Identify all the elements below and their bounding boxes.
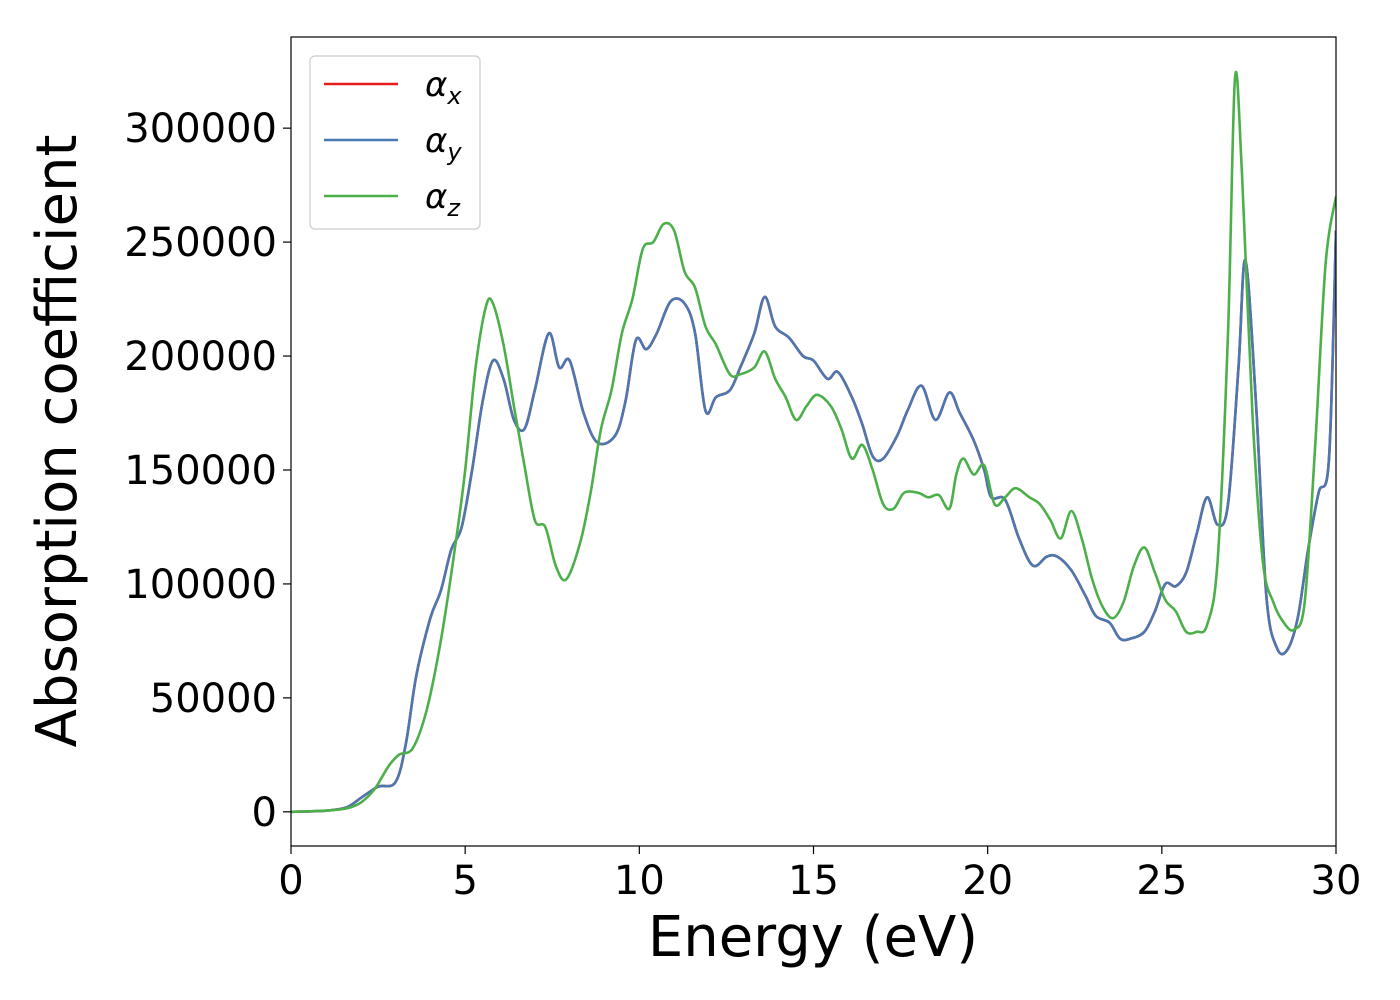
x-axis-title: Energy (eV) — [648, 905, 978, 970]
x-tick-label: 15 — [788, 858, 839, 904]
y-tick-label: 200000 — [124, 334, 277, 380]
x-tick-label: 20 — [962, 858, 1013, 904]
x-axis-ticks: 0 5 10 15 20 25 30 — [278, 846, 1361, 904]
y-tick-label: 150000 — [124, 448, 277, 494]
y-axis-ticks: 0 50000 100000 150000 200000 250000 300000 — [124, 106, 291, 836]
x-tick-label: 10 — [614, 858, 665, 904]
legend-box — [309, 55, 481, 230]
x-tick-label: 5 — [452, 858, 477, 904]
series-line-y — [291, 230, 1336, 814]
x-tick-label: 0 — [278, 858, 303, 904]
y-tick-label: 50000 — [150, 676, 277, 722]
y-axis-title: Absorption coefficient — [25, 135, 90, 748]
x-tick-label: 30 — [1311, 858, 1362, 904]
series-layer — [291, 70, 1336, 814]
y-tick-label: 250000 — [124, 220, 277, 266]
y-tick-label: 300000 — [124, 106, 277, 152]
x-tick-label: 25 — [1136, 858, 1187, 904]
y-tick-label: 100000 — [124, 562, 277, 608]
y-tick-label: 0 — [252, 790, 277, 836]
series-line-z — [291, 70, 1336, 814]
